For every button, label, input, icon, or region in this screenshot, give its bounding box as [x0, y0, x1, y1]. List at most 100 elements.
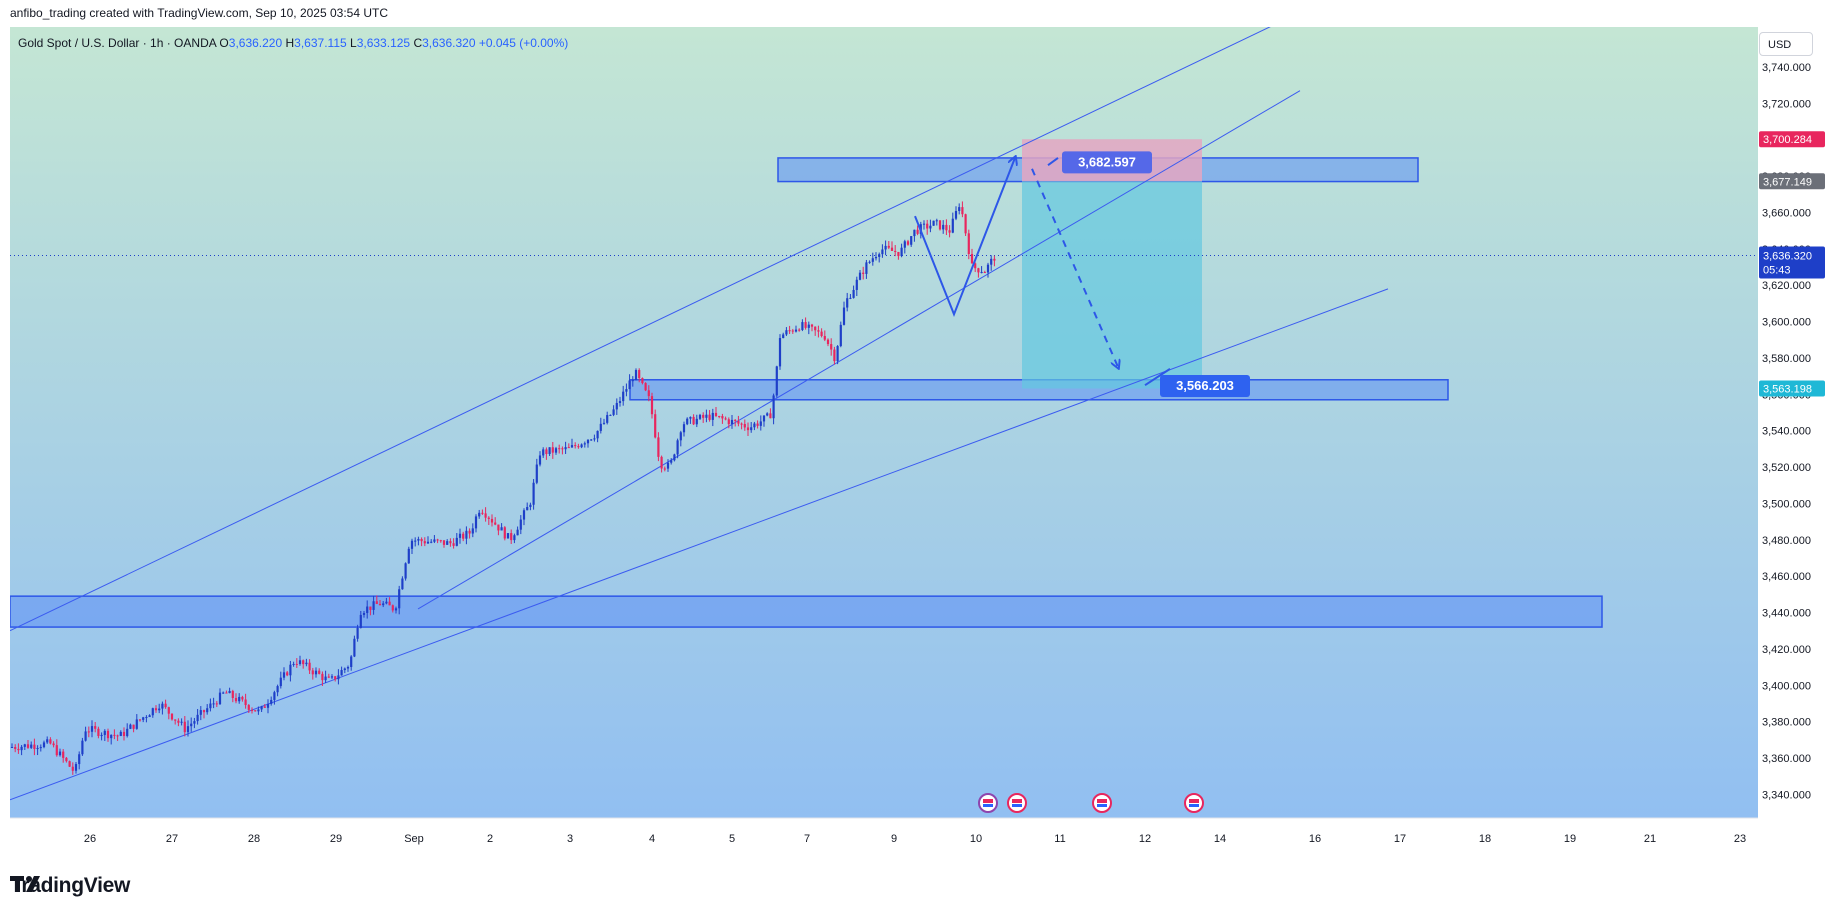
candle-body — [903, 241, 906, 248]
target-pointer-line — [1144, 368, 1171, 387]
chart-caption: anfibo_trading created with TradingView.… — [10, 6, 389, 20]
candle-body — [993, 258, 996, 261]
candle-body — [452, 543, 455, 546]
candle-body — [186, 726, 190, 733]
price-scale-background[interactable] — [1758, 27, 1835, 857]
x-tick-label: 14 — [1214, 833, 1226, 845]
candle-body — [305, 662, 308, 665]
candle-body — [471, 528, 474, 534]
candle-body — [161, 703, 164, 709]
candle-body — [484, 513, 487, 518]
candle-body — [497, 524, 500, 531]
candle-body — [113, 734, 116, 736]
price-scale-tag[interactable] — [1759, 380, 1825, 397]
candle-body — [177, 720, 180, 723]
candle-body — [545, 449, 548, 455]
candle-body — [81, 740, 84, 755]
candle-body — [65, 757, 68, 762]
candle-body — [855, 279, 858, 290]
candle-body — [68, 761, 71, 767]
candle-body — [842, 307, 846, 325]
candle-body — [951, 218, 954, 233]
candle-body — [266, 703, 270, 708]
candle-body — [94, 726, 97, 729]
candle-body — [638, 370, 641, 379]
candle-body — [449, 541, 452, 544]
candle-body — [615, 402, 618, 410]
candle-body — [369, 606, 372, 610]
chart-area[interactable]: 3,682.597 3,566.203 3,340.000 3,360.000 3,3… — [10, 27, 1835, 857]
candle-body — [138, 719, 142, 721]
candle-body — [606, 415, 609, 423]
candle-body — [135, 719, 138, 729]
projection-path[interactable] — [914, 158, 1015, 318]
candle-body — [548, 447, 551, 455]
x-tick-label: 3 — [567, 833, 573, 845]
price-scale-tag[interactable] — [1759, 131, 1825, 148]
candle-body — [372, 601, 375, 610]
tradingview-logo[interactable]: TradingView — [10, 874, 130, 898]
dashed-projection-arrow[interactable] — [1031, 168, 1118, 367]
candle-body — [193, 721, 196, 724]
candle-body — [212, 703, 215, 705]
candle-body — [910, 236, 913, 245]
candle-body — [164, 703, 167, 708]
y-tick-label: 3,340.000 — [1762, 789, 1811, 801]
candle-body — [721, 416, 724, 419]
candle-body — [250, 709, 254, 711]
candle-body — [567, 447, 570, 449]
candle-body — [666, 462, 670, 469]
y-tick-label: 3,440.000 — [1762, 608, 1811, 620]
candle-body — [33, 744, 36, 749]
x-tick-label: 28 — [248, 833, 260, 845]
candle-body — [122, 731, 126, 737]
trend-channel-line[interactable] — [10, 288, 1389, 801]
candle-body — [292, 663, 295, 665]
candle-body — [570, 445, 574, 448]
price-annotation-label: 3,566.203 — [1176, 378, 1234, 393]
y-tick-label: 3,660.000 — [1762, 207, 1811, 219]
candle-body — [446, 541, 449, 545]
candle-body — [820, 331, 823, 337]
trend-channel-line[interactable] — [417, 90, 1301, 610]
price-annotation-box[interactable] — [1062, 151, 1152, 174]
x-tick-label: 7 — [804, 833, 810, 845]
candle-body — [375, 601, 378, 604]
candle-body — [39, 747, 42, 749]
candle-body — [170, 713, 174, 720]
candle-body — [225, 692, 228, 694]
y-tick-label: 3,740.000 — [1762, 62, 1811, 74]
candle-body — [686, 418, 689, 425]
candle-body — [772, 395, 775, 419]
candle-body — [503, 527, 506, 539]
candle-body — [244, 699, 247, 706]
supply-demand-zone[interactable] — [10, 595, 1603, 628]
candle-body — [593, 438, 596, 440]
last-price-tag[interactable] — [1759, 246, 1825, 279]
candle-body — [647, 390, 650, 397]
candle-body — [529, 504, 532, 508]
candle-body — [737, 421, 740, 424]
time-scale-background[interactable] — [10, 818, 1758, 857]
candle-body — [340, 670, 343, 676]
price-annotation-label: 3,682.597 — [1078, 154, 1136, 169]
candle-body — [247, 705, 250, 710]
price-scale-tag[interactable] — [1759, 173, 1825, 190]
price-scale-tag-label: 3,700.284 — [1763, 134, 1812, 146]
candle-body — [551, 447, 554, 453]
candle-body — [286, 672, 289, 676]
take-profit-box[interactable] — [1022, 181, 1202, 389]
candle-body — [756, 423, 759, 426]
trend-channel-line[interactable] — [10, 27, 1300, 632]
symbol-legend[interactable]: Gold Spot / U.S. Dollar · 1h · OANDA O3,… — [18, 36, 568, 50]
candle-body — [151, 708, 154, 716]
currency-button[interactable]: USD — [1759, 32, 1813, 56]
candle-body — [590, 439, 593, 441]
y-tick-label: 3,520.000 — [1762, 462, 1811, 474]
candle-body — [318, 670, 321, 674]
candle-body — [401, 578, 404, 590]
price-annotation-box[interactable] — [1160, 375, 1250, 398]
price-chart[interactable]: 3,682.597 3,566.203 3,340.000 3,360.000 3,3… — [10, 27, 1835, 857]
candle-body — [865, 262, 868, 274]
candle-body — [673, 454, 676, 461]
